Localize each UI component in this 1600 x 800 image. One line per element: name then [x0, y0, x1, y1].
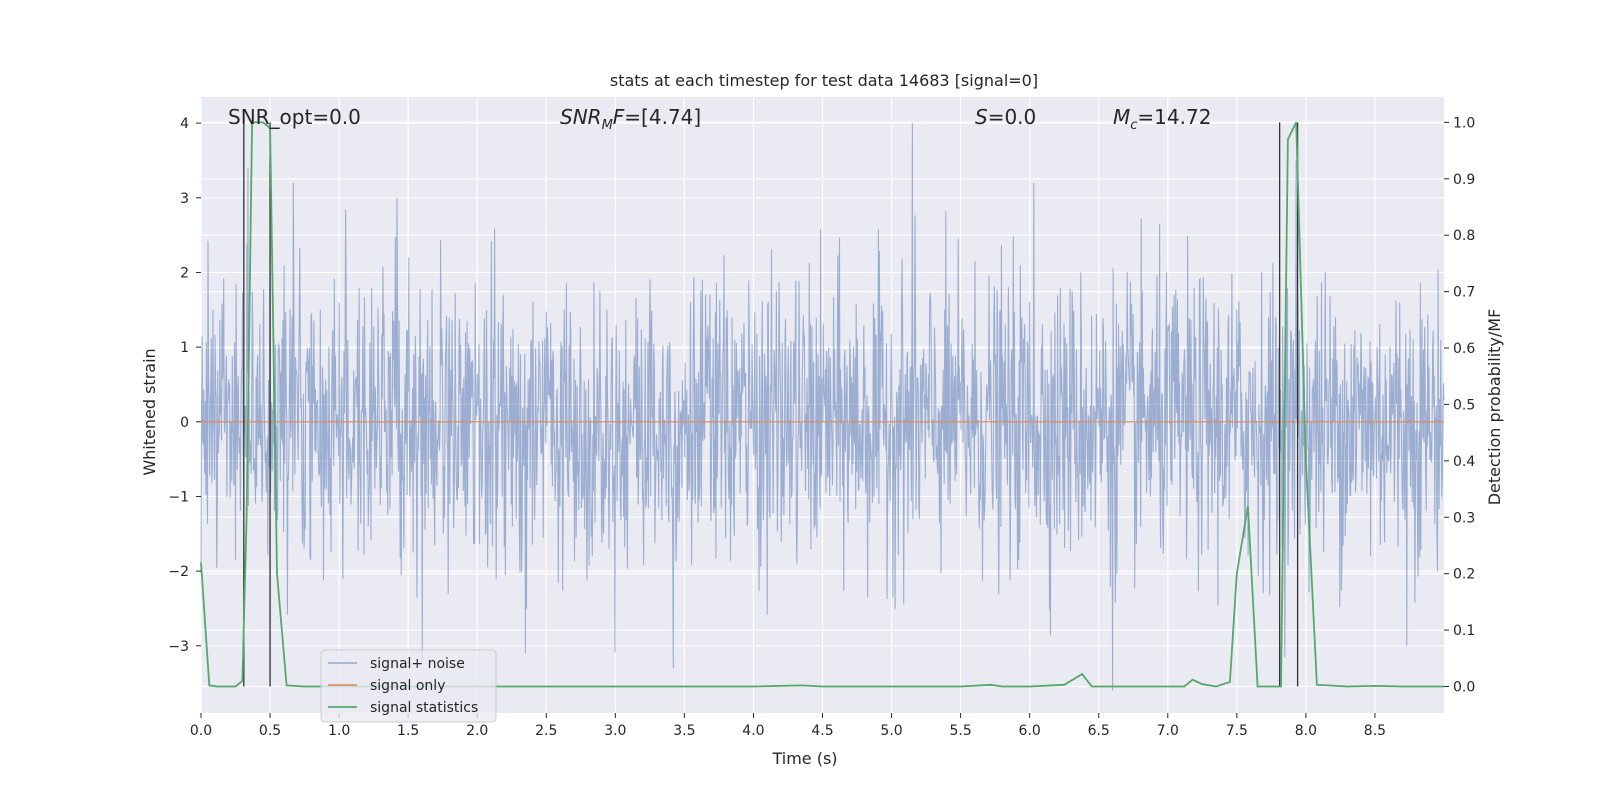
x-tick-label: 4.0	[742, 723, 764, 739]
y-right-tick-label: 0.3	[1453, 510, 1475, 526]
x-tick-label: 1.0	[328, 723, 350, 739]
x-tick-label: 8.0	[1295, 723, 1317, 739]
x-tick-label: 3.0	[604, 723, 626, 739]
x-tick-label: 5.5	[949, 723, 971, 739]
x-tick-label: 8.5	[1364, 723, 1386, 739]
x-tick-label: 4.5	[811, 723, 833, 739]
x-tick-label: 5.0	[880, 723, 902, 739]
legend-label-stats: signal statistics	[370, 700, 478, 716]
legend-label-signal-only: signal only	[370, 678, 445, 694]
annotation-mc: Mc=14.72	[1113, 105, 1211, 133]
y-right-tick-label: 0.6	[1453, 341, 1475, 357]
y-left-tick-label: −3	[168, 639, 189, 655]
y-right-tick-label: 0.7	[1453, 285, 1475, 301]
y-left-tick-label: 4	[180, 116, 189, 132]
y-left-tick-label: −2	[168, 564, 189, 580]
x-tick-label: 0.5	[259, 723, 281, 739]
x-tick-label: 0.0	[190, 723, 212, 739]
x-axis-label: Time (s)	[771, 749, 837, 768]
series-signal-noise	[200, 123, 1445, 691]
y-right-tick-label: 0.8	[1453, 228, 1475, 244]
y-left-tick-label: 0	[180, 415, 189, 431]
x-tick-label: 7.5	[1226, 723, 1248, 739]
noise-trace	[200, 123, 1445, 691]
y-left-tick-label: 1	[180, 340, 189, 356]
x-tick-label: 2.5	[535, 723, 557, 739]
y-right-tick-label: 1.0	[1453, 115, 1475, 131]
x-tick-label: 3.5	[673, 723, 695, 739]
x-tick-label: 1.5	[397, 723, 419, 739]
legend-label-noise: signal+ noise	[370, 656, 465, 672]
x-tick-label: 7.0	[1157, 723, 1179, 739]
y-axis-left-label: Whitened strain	[140, 348, 159, 475]
legend-box	[320, 649, 497, 723]
stats-line	[200, 121, 1444, 688]
y-left-tick-label: −1	[168, 489, 189, 505]
axis-ticks: 0.0 0.5 1.0 1.5 2.0 2.5 3.0 3.5 4.0 4.5 5.0 5.5 6.0 6…	[168, 115, 1475, 739]
series-signal-statistics	[200, 121, 1444, 688]
legend: signal+ noise signal only signal statist…	[320, 649, 497, 723]
x-tick-label: 6.0	[1019, 723, 1041, 739]
y-right-tick-label: 0.1	[1453, 623, 1475, 639]
annotation-s: S=0.0	[975, 105, 1036, 129]
annotation-snr-mf: SNRMF=[4.74]	[560, 105, 701, 133]
chart-title: stats at each timestep for test data 146…	[610, 71, 1038, 90]
y-right-tick-label: 0.9	[1453, 172, 1475, 188]
x-tick-label: 6.5	[1088, 723, 1110, 739]
y-right-tick-label: 0.0	[1453, 679, 1475, 695]
y-right-tick-label: 0.5	[1453, 397, 1475, 413]
y-right-tick-label: 0.2	[1453, 567, 1475, 583]
y-axis-right-label: Detection probability/MF	[1485, 309, 1504, 506]
y-left-tick-label: 2	[180, 265, 189, 281]
x-tick-label: 2.0	[466, 723, 488, 739]
annotation-snr-opt: SNR_opt=0.0	[228, 105, 361, 129]
y-left-tick-label: 3	[180, 191, 189, 207]
y-right-tick-label: 0.4	[1453, 454, 1475, 470]
